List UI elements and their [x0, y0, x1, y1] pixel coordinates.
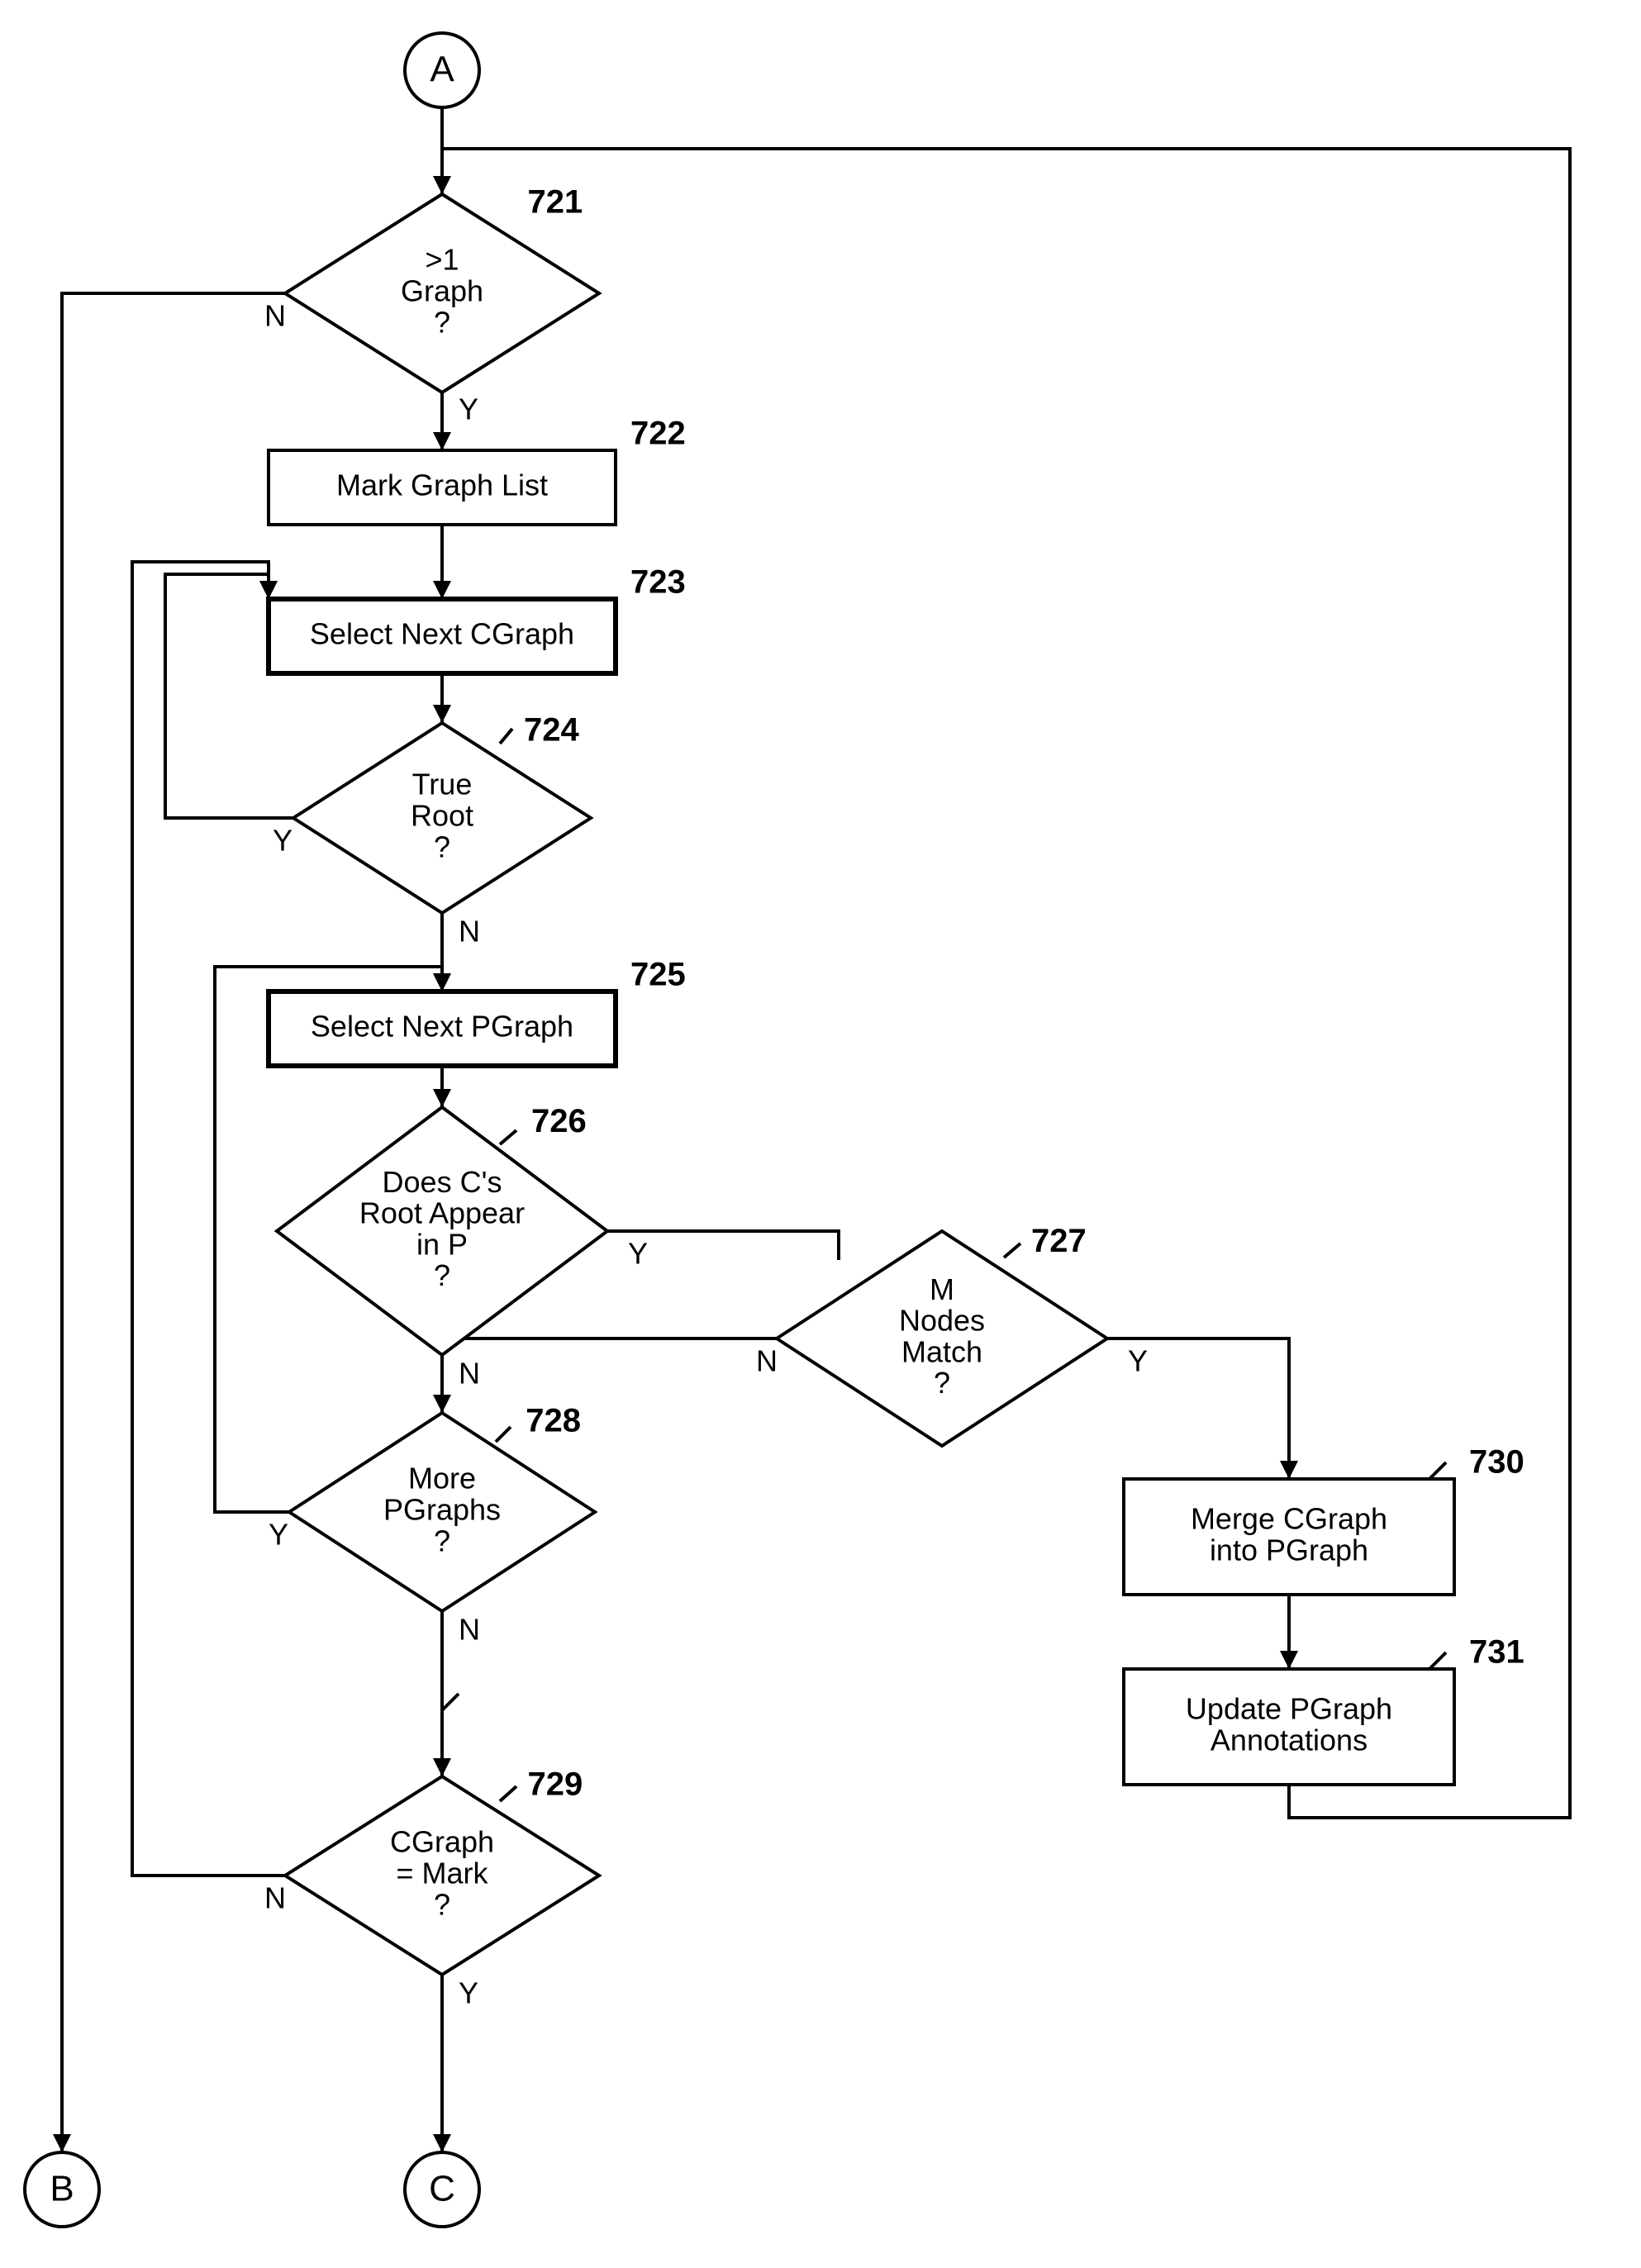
- edge-729-N-loop-to-723: [132, 562, 285, 1876]
- ref-label-730: 730: [1469, 1444, 1524, 1481]
- node-text: ?: [434, 1524, 450, 1557]
- edge-731-ref-tick: [1429, 1652, 1446, 1669]
- edge-label-724-N-to-725: N: [459, 915, 480, 949]
- node-text: ?: [934, 1366, 950, 1400]
- node-text: Match: [901, 1334, 982, 1368]
- node-text: Select Next PGraph: [311, 1010, 573, 1044]
- edge-label-721-Y-to-722: Y: [459, 392, 478, 426]
- connector-label: C: [429, 2169, 455, 2209]
- node-text: ?: [434, 830, 450, 863]
- node-text: Mark Graph List: [336, 468, 548, 502]
- edge-label-729-N-loop-to-723: N: [264, 1881, 286, 1915]
- decision-d721: >1Graph?: [285, 194, 599, 392]
- node-text: Merge CGraph: [1191, 1502, 1387, 1536]
- ref-label-731: 731: [1469, 1634, 1524, 1671]
- decision-d724: TrueRoot?: [293, 723, 591, 913]
- ref-label-721: 721: [528, 184, 583, 221]
- node-text: Annotations: [1211, 1723, 1368, 1757]
- node-text: CGraph: [390, 1825, 494, 1859]
- decision-d729: CGraph= Mark?: [285, 1776, 599, 1975]
- edge-728-ref-tick: [496, 1427, 511, 1442]
- edge-724-ref-tick: [500, 729, 512, 744]
- node-text: Does C's: [383, 1165, 502, 1199]
- node-text: Root Appear: [359, 1196, 525, 1230]
- process-p731: Update PGraphAnnotations: [1124, 1669, 1454, 1785]
- edge-730-ref-tick: [1429, 1462, 1446, 1479]
- process-p725: Select Next PGraph: [269, 991, 616, 1066]
- edge-label-727-N-to-728in: N: [756, 1344, 778, 1378]
- edge-label-729-Y-to-C: Y: [459, 1976, 478, 2010]
- edge-label-727-Y-to-730: Y: [1128, 1344, 1148, 1378]
- decision-d728: MorePGraphs?: [289, 1413, 595, 1611]
- ref-label-727: 727: [1031, 1223, 1087, 1259]
- process-p722: Mark Graph List: [269, 450, 616, 525]
- connector-label: B: [50, 2169, 74, 2209]
- node-text: More: [408, 1462, 476, 1495]
- node-text: >1: [425, 243, 459, 277]
- connector-label: A: [430, 50, 454, 90]
- edge-729-ref-tick: [500, 1786, 516, 1801]
- node-text: True: [412, 768, 473, 801]
- ref-label-723: 723: [630, 564, 686, 601]
- node-text: in P: [416, 1227, 468, 1261]
- process-p723: Select Next CGraph: [269, 599, 616, 673]
- ref-label-726: 726: [531, 1103, 587, 1139]
- edge-label-721-N-to-B: N: [264, 299, 286, 333]
- node-text: into PGraph: [1210, 1533, 1368, 1567]
- ref-label-725: 725: [630, 957, 686, 993]
- connector-C: C: [405, 2152, 479, 2227]
- ref-label-729: 729: [528, 1766, 583, 1803]
- edge-label-726-N-to-728: N: [459, 1357, 480, 1391]
- ref-label-722: 722: [630, 416, 686, 452]
- node-text: ?: [434, 1887, 450, 1921]
- connector-A: A: [405, 33, 479, 107]
- ref-label-728: 728: [526, 1403, 581, 1439]
- node-text: ?: [434, 1258, 450, 1292]
- edge-726-ref-tick: [500, 1130, 516, 1144]
- node-text: PGraphs: [383, 1493, 501, 1527]
- edge-721-N-to-B: [62, 293, 285, 2152]
- node-text: = Mark: [396, 1857, 488, 1890]
- edge-2050-join-tick: [442, 1694, 459, 1710]
- connector-B: B: [25, 2152, 99, 2227]
- edge-label-728-Y-loop-to-725: Y: [269, 1518, 288, 1552]
- decision-d727: MNodesMatch?: [777, 1231, 1107, 1446]
- edge-label-724-Y-loop-to-723: Y: [273, 824, 293, 858]
- edge-727-ref-tick: [1004, 1243, 1020, 1258]
- decision-d726: Does C'sRoot Appearin P?: [277, 1107, 607, 1355]
- node-text: ?: [434, 305, 450, 339]
- ref-label-724: 724: [524, 711, 579, 748]
- node-text: Select Next CGraph: [310, 617, 574, 651]
- edge-label-726-Y-to-727: Y: [628, 1237, 648, 1271]
- node-text: Nodes: [899, 1304, 985, 1338]
- node-text: Graph: [401, 274, 483, 308]
- node-text: Root: [411, 799, 473, 833]
- node-text: Update PGraph: [1186, 1692, 1392, 1726]
- process-p730: Merge CGraphinto PGraph: [1124, 1479, 1454, 1595]
- edge-label-728-N-to-729: N: [459, 1613, 480, 1647]
- node-text: M: [930, 1272, 954, 1306]
